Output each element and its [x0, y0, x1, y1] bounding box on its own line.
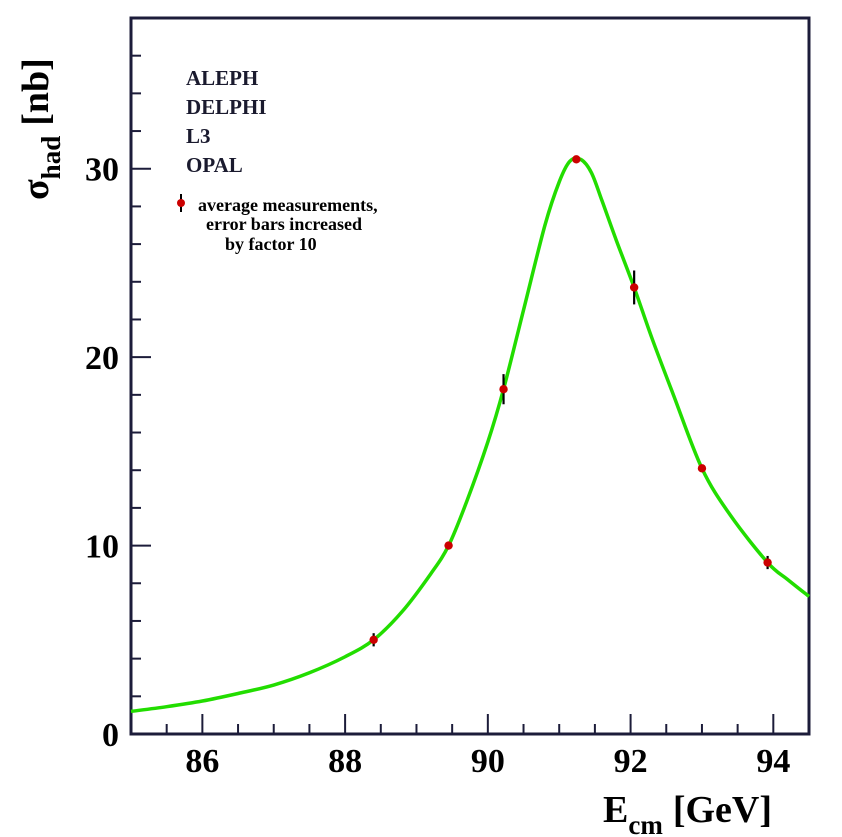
data-point [629, 283, 639, 292]
x-tick-label: 90 [471, 743, 505, 780]
data-point [369, 635, 378, 644]
fit-curve-layer [130, 156, 811, 714]
x-tick-label: 92 [614, 743, 648, 780]
legend: ALEPH DELPHI L3 OPAL average measurement… [177, 66, 378, 254]
y-tick-label: 0 [102, 717, 119, 754]
legend-entry-line-3: by factor 10 [225, 234, 317, 254]
x-tick-label: 86 [185, 743, 219, 780]
axis-tick-labels: 86 88 90 92 94 0 10 20 30 [85, 152, 790, 780]
legend-experiment-l3: L3 [186, 124, 211, 148]
y-tick-label: 10 [85, 529, 119, 566]
x-axis-title-unit: [GeV] [673, 789, 772, 831]
y-tick-label: 30 [85, 152, 119, 189]
y-axis-title-sub: had [36, 136, 66, 180]
axis-ticks [130, 17, 810, 735]
data-point [499, 384, 508, 394]
x-tick-label: 94 [756, 743, 790, 780]
x-axis-title-main: E [603, 789, 628, 831]
legend-marker-point [177, 199, 185, 207]
data-points-layer [369, 155, 772, 647]
fit-curve [130, 156, 811, 714]
legend-entry-line-1: average measurements, [198, 195, 378, 215]
legend-entry-line-2: error bars increased [206, 214, 362, 234]
legend-experiment-aleph: ALEPH [186, 66, 258, 90]
y-axis-title-main: σ [15, 179, 57, 200]
data-point [763, 558, 772, 567]
data-point [444, 541, 453, 550]
y-axis-title: σhad [nb] [15, 58, 66, 200]
y-tick-label: 20 [85, 340, 119, 377]
y-axis-title-unit: [nb] [15, 58, 57, 126]
x-axis-title: Ecm [GeV] [603, 789, 772, 837]
x-tick-label: 88 [328, 743, 362, 780]
plot-border [129, 16, 811, 736]
legend-experiment-delphi: DELPHI [186, 95, 267, 119]
legend-experiment-opal: OPAL [186, 153, 243, 177]
data-point [697, 464, 707, 473]
plot-frame [129, 16, 811, 736]
data-point [572, 155, 581, 164]
x-axis-title-sub: cm [628, 810, 663, 837]
